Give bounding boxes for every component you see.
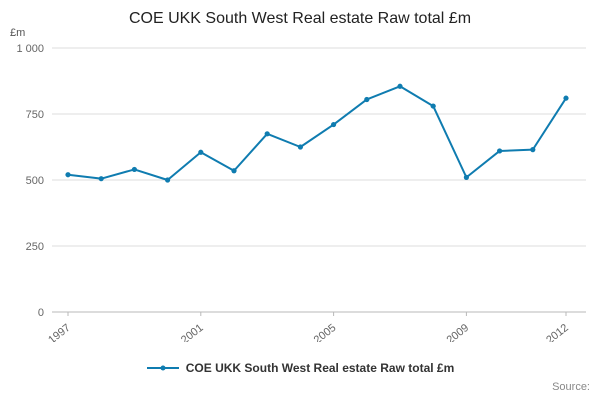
y-axis-tick-labels: 0 250 500 750 1 000	[16, 43, 44, 319]
data-point-marker	[98, 176, 104, 182]
legend[interactable]: COE UKK South West Real estate Raw total…	[0, 361, 600, 375]
data-point-marker	[198, 149, 204, 155]
data-point-marker	[297, 144, 303, 150]
data-point-marker	[497, 148, 503, 154]
line-chart-plot-area: 0 250 500 750 1 000 1997 2001 2005 2009 2012	[16, 43, 586, 342]
data-point-marker	[530, 147, 536, 153]
data-point-marker	[65, 172, 71, 178]
source-label: Source:	[552, 381, 590, 393]
data-point-marker	[430, 103, 436, 109]
legend-line-marker-icon	[146, 365, 179, 371]
svg-text:500: 500	[26, 175, 44, 187]
x-axis-tick-labels: 1997 2001 2005 2009 2012	[46, 322, 571, 342]
svg-text:1997: 1997	[46, 322, 73, 342]
svg-text:2012: 2012	[544, 322, 571, 342]
svg-text:2001: 2001	[179, 322, 206, 342]
x-axis-ticks	[67, 312, 567, 316]
svg-text:2009: 2009	[445, 322, 472, 342]
data-point-marker	[463, 174, 469, 180]
data-point-marker	[331, 121, 337, 128]
data-point-marker	[563, 95, 569, 101]
chart-title: COE UKK South West Real estate Raw total…	[128, 10, 472, 27]
data-point-marker	[165, 177, 171, 183]
svg-text:2005: 2005	[312, 322, 339, 342]
svg-text:250: 250	[26, 241, 44, 253]
data-point-marker	[364, 96, 370, 103]
y-axis-unit-label: £m	[10, 27, 26, 39]
gridlines	[52, 47, 586, 313]
svg-text:0: 0	[38, 307, 44, 319]
data-point-marker	[131, 166, 137, 173]
data-point-marker	[231, 168, 237, 174]
data-line-series	[67, 85, 567, 181]
legend-label: COE UKK South West Real estate Raw total…	[185, 361, 455, 375]
data-point-markers	[65, 83, 569, 183]
data-point-marker	[397, 83, 403, 89]
svg-text:750: 750	[26, 109, 44, 121]
data-point-marker	[264, 131, 270, 137]
svg-text:1 000: 1 000	[16, 43, 44, 55]
